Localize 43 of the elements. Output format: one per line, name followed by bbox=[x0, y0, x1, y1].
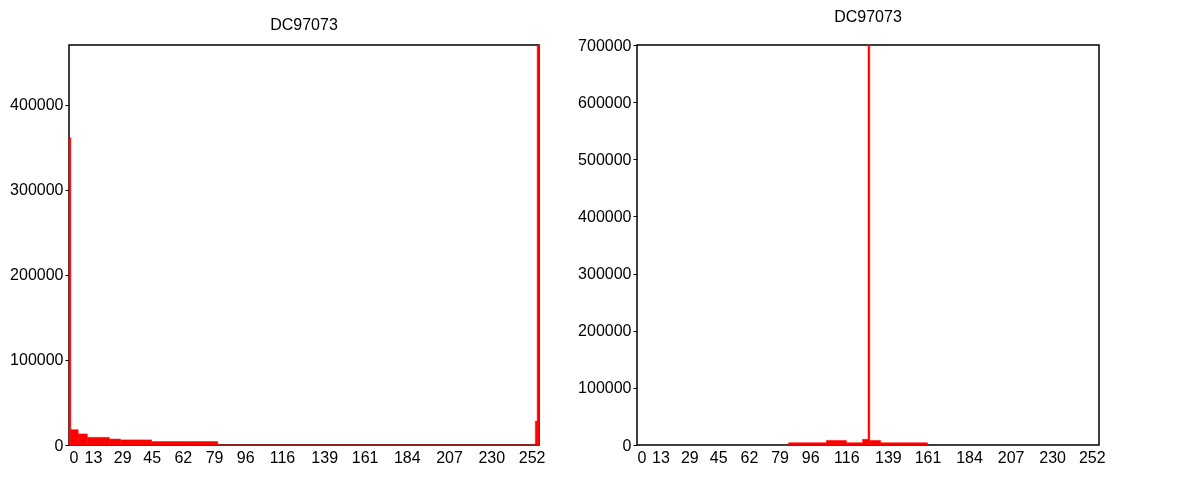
x-tick-label: 29 bbox=[113, 448, 132, 466]
x-tick-label: 45 bbox=[143, 448, 162, 466]
x-tick-label: 230 bbox=[1039, 448, 1067, 466]
x-tick-label: 0 bbox=[69, 448, 79, 466]
chart-title: DC97073 bbox=[834, 8, 902, 25]
x-tick-label: 13 bbox=[652, 448, 670, 466]
x-tick-label: 184 bbox=[956, 448, 984, 466]
x-tick-label: 139 bbox=[875, 448, 902, 466]
y-tick-label: 200000 bbox=[578, 322, 632, 340]
x-tick-label: 116 bbox=[834, 448, 860, 466]
x-tick-label: 252 bbox=[518, 448, 546, 466]
x-tick-label: 252 bbox=[1078, 448, 1106, 466]
y-tick-label: 0 bbox=[622, 436, 632, 454]
x-tick-label: 96 bbox=[236, 448, 255, 466]
x-tick-label: 79 bbox=[771, 448, 790, 466]
y-tick-label: 600000 bbox=[578, 93, 632, 111]
x-tick-label: 62 bbox=[740, 448, 759, 466]
x-tick-label: 13 bbox=[84, 448, 103, 466]
x-tick-label: 45 bbox=[709, 448, 728, 466]
x-tick-label: 184 bbox=[393, 448, 421, 466]
x-tick-label: 207 bbox=[997, 448, 1025, 466]
x-tick-label: 116 bbox=[269, 448, 296, 466]
y-tick-label: 500000 bbox=[578, 150, 632, 168]
x-tick-label: 139 bbox=[311, 448, 339, 466]
x-tick-label: 207 bbox=[436, 448, 463, 466]
y-tick-label: 200000 bbox=[10, 266, 64, 284]
y-tick-label: 300000 bbox=[578, 265, 632, 283]
y-tick-label: 100000 bbox=[578, 379, 632, 397]
y-tick-label: 100000 bbox=[10, 351, 64, 369]
chart-title: DC97073 bbox=[270, 15, 338, 33]
x-tick-label: 62 bbox=[174, 448, 193, 466]
y-tick-label: 700000 bbox=[578, 36, 632, 54]
x-tick-label: 230 bbox=[478, 448, 506, 466]
x-tick-label: 29 bbox=[680, 448, 699, 466]
y-tick-label: 0 bbox=[54, 436, 64, 454]
x-tick-label: 0 bbox=[637, 448, 647, 466]
x-tick-label: 79 bbox=[205, 448, 224, 466]
x-tick-label: 96 bbox=[801, 448, 820, 466]
y-tick-label: 400000 bbox=[578, 207, 632, 225]
y-tick-label: 300000 bbox=[10, 181, 64, 199]
x-tick-label: 161 bbox=[914, 448, 942, 466]
y-tick-label: 400000 bbox=[10, 96, 64, 114]
x-tick-label: 161 bbox=[351, 448, 379, 466]
